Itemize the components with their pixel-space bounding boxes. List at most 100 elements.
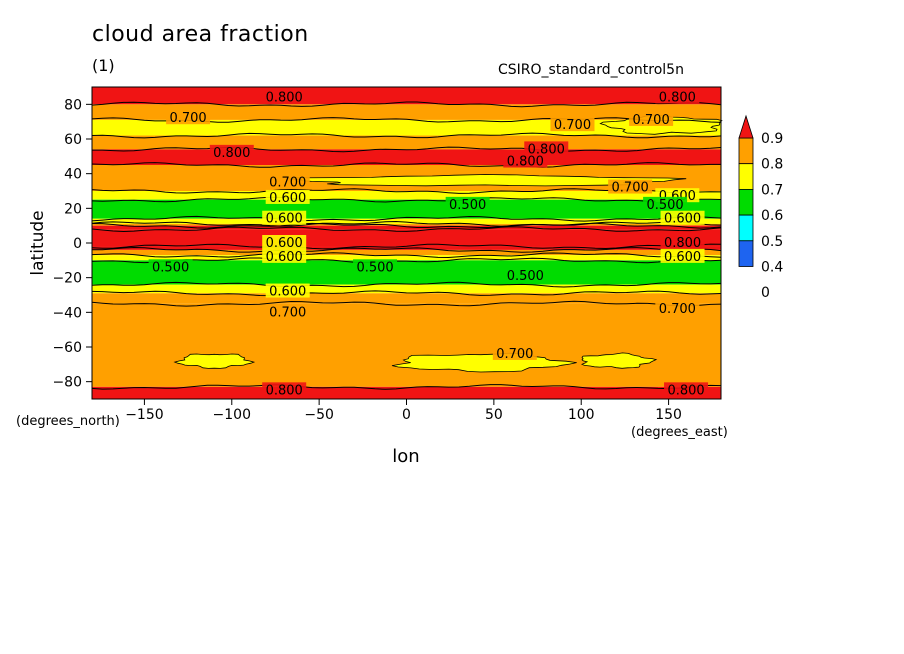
contour-label: 0.600 — [664, 212, 701, 227]
contour-label: 0.600 — [269, 191, 306, 206]
zonal-band — [92, 223, 721, 226]
zonal-band — [92, 303, 721, 387]
contour-label-bg — [262, 210, 307, 225]
colorbar-label: 0 — [761, 285, 770, 301]
contour-label-bg — [445, 196, 490, 211]
y-axis-units: (degrees_north) — [16, 414, 120, 429]
colorbar-segment — [738, 163, 754, 190]
colorbar: 0.9 0.8 0.7 0.6 0.5 0.4 0 — [738, 114, 783, 301]
contour-label: 0.800 — [213, 146, 250, 161]
colorbar-segment — [738, 240, 754, 267]
zonal-band — [92, 260, 721, 285]
colorbar-label: 0.4 — [761, 260, 783, 276]
contour-label-bg — [629, 111, 674, 126]
contour-label-bg — [503, 267, 548, 282]
contour-line — [91, 132, 722, 139]
x-axis-units: (degrees_east) — [631, 425, 728, 440]
y-axis: −80 −60 −40 −20 0 20 40 60 80 — [52, 97, 92, 391]
colorbar-label: 0.7 — [761, 182, 783, 198]
contour-label: 0.500 — [646, 198, 683, 213]
y-tick-label: −40 — [52, 305, 82, 321]
contour-label-bg — [664, 382, 709, 397]
contour-line — [91, 162, 721, 168]
contour-label: 0.700 — [554, 118, 591, 133]
y-tick-label: 20 — [64, 201, 82, 217]
colorbar-label: 0.8 — [761, 157, 783, 173]
contour-label-bg — [524, 141, 569, 156]
contour-labels: 0.800 0.800 0.700 0.700 0.700 0.800 0.800 0.800… — [148, 89, 709, 398]
contour-line — [91, 257, 722, 264]
x-axis: −150 −100 −50 0 50 100 150 — [125, 399, 682, 423]
units-label: (1) — [92, 56, 115, 75]
y-tick-label: 0 — [73, 236, 82, 252]
contour-label-bg — [655, 300, 700, 315]
contour-label-bg — [265, 174, 310, 189]
contour-label-bg — [265, 304, 310, 319]
contour-label-bg — [166, 110, 211, 125]
zonal-band — [92, 199, 721, 219]
contour-label: 0.500 — [152, 260, 189, 275]
colorbar-label: 0.5 — [761, 234, 783, 250]
colorbar-label: 0.6 — [761, 208, 783, 224]
contour-label: 0.700 — [633, 113, 670, 128]
contour-label: 0.700 — [659, 302, 696, 317]
contour-line — [91, 300, 722, 307]
contour-label-bg — [660, 235, 705, 249]
contour-label: 0.700 — [269, 305, 306, 320]
y-tick-label: −80 — [52, 375, 82, 391]
colorbar-segment — [738, 188, 754, 216]
contour-label-bg — [643, 196, 688, 211]
contour-label-bg — [353, 259, 398, 274]
contour-line — [91, 220, 722, 227]
zonal-band — [92, 229, 721, 247]
contour-label: 0.700 — [269, 175, 306, 190]
cloud-patch — [173, 353, 256, 369]
contour-label-bg — [262, 89, 307, 104]
cloud-patch — [581, 352, 658, 369]
x-tick-label: 0 — [402, 407, 411, 423]
contour-label-bg — [550, 117, 595, 132]
contour-label: 0.800 — [667, 383, 704, 398]
y-tick-label: 80 — [64, 97, 82, 113]
x-tick-label: 50 — [485, 407, 503, 423]
colorbar-extend-arrow — [738, 114, 754, 139]
chart-title: cloud area fraction — [92, 22, 309, 47]
contour-label: 0.500 — [449, 198, 486, 213]
zonal-band — [92, 386, 721, 399]
contour-label: 0.600 — [664, 250, 701, 265]
zonal-band — [92, 191, 721, 200]
contour-label: 0.500 — [356, 260, 393, 275]
contour-label: 0.800 — [659, 90, 696, 105]
contour-line — [91, 246, 722, 253]
zonal-band — [92, 255, 721, 261]
contour-line — [91, 290, 722, 297]
contour-label: 0.800 — [266, 90, 303, 105]
contour-line — [91, 384, 722, 390]
x-tick-label: −150 — [125, 407, 163, 423]
zonal-band — [92, 284, 721, 294]
y-tick-label: −60 — [52, 340, 82, 356]
contour-label-bg — [209, 144, 254, 159]
plot-area — [92, 87, 723, 399]
colorbar-label: 0.9 — [761, 131, 783, 147]
y-tick-label: 60 — [64, 132, 82, 148]
colorbar-segment — [738, 214, 754, 242]
contour-label-bg — [492, 345, 537, 360]
contour-label-bg — [265, 283, 310, 298]
contour-label-bg — [503, 153, 548, 168]
x-tick-label: −50 — [304, 407, 334, 423]
contour-label-bg — [262, 235, 307, 249]
y-tick-label: 40 — [64, 167, 82, 183]
contour-label: 0.800 — [507, 155, 544, 170]
zonal-band — [92, 249, 721, 256]
contour-label: 0.600 — [266, 212, 303, 227]
zonal-band — [92, 225, 721, 230]
contour-label: 0.500 — [507, 269, 544, 284]
x-tick-label: 150 — [655, 407, 682, 423]
contour-label-bg — [148, 259, 193, 274]
contour-label: 0.800 — [664, 236, 701, 251]
contour-label-bg — [660, 210, 705, 225]
zonal-band — [92, 87, 721, 105]
contour-line — [91, 226, 722, 233]
